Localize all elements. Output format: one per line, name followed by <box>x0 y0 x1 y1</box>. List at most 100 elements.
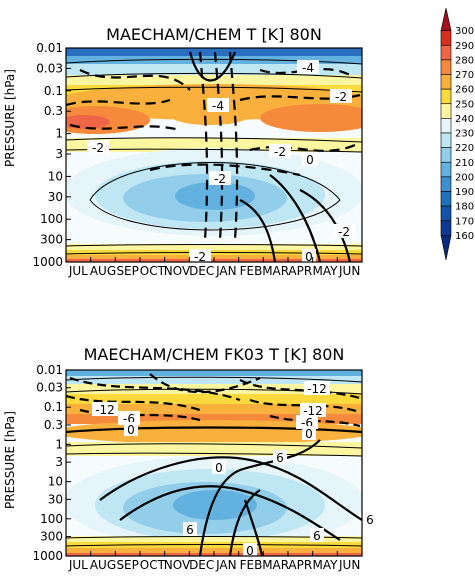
panel-top-y-tick-label: 100 <box>40 212 63 226</box>
colorbar-swatch <box>440 161 452 178</box>
panel-bottom-title: MAECHAM/CHEM FK03 T [K] 80N <box>84 345 345 364</box>
panel-top-x-tick-label: JUL <box>68 264 88 278</box>
colorbar-swatch <box>440 176 452 192</box>
panel-bottom-contour-label-4: -6 <box>123 412 135 426</box>
colorbar-swatch <box>440 7 452 31</box>
panel-bottom: MAECHAM/CHEM FK03 T [K] 80N <box>3 345 377 572</box>
panel-top-field <box>66 48 362 262</box>
panel-bottom-y-tick-label: 100 <box>40 512 63 526</box>
panel-top: MAECHAM/CHEM T [K] 80N <box>3 25 363 278</box>
panel-top-y-tick-label: 1000 <box>32 255 63 269</box>
panel-bottom-x-tick-label: APR <box>288 558 312 572</box>
panel-bottom-x-tick-label: JUL <box>68 558 88 572</box>
colorbar-label: 180 <box>455 202 474 213</box>
panel-top-y-tick-label: 30 <box>48 190 63 204</box>
panel-top-contour-label-5: -2 <box>274 145 286 159</box>
colorbar-swatch <box>440 59 452 75</box>
panel-top-x-tick-label: DEC <box>189 264 214 278</box>
panel-top-ylabel: PRESSURE [hPa] <box>3 69 17 167</box>
panel-bottom-x-tick-label: FEB <box>240 558 263 572</box>
panel-top-y-tick-label: 0.3 <box>44 104 63 118</box>
panel-top-contour-label-1: -4 <box>302 61 314 75</box>
colorbar-swatch <box>440 132 452 148</box>
panel-top-contour-label-8: -2 <box>338 225 350 239</box>
panel-bottom-x-tick-label: JUN <box>338 558 360 572</box>
colorbar-label: 250 <box>455 99 474 110</box>
panel-bottom-contour-label-5: -6 <box>301 416 313 430</box>
colorbar-swatch <box>440 220 452 236</box>
panel-bottom-x-tick-label: JAN <box>215 558 237 572</box>
panel-top-x-tick-label: AUG <box>90 264 116 278</box>
panel-top-y-tick-label: 0.1 <box>44 84 63 98</box>
colorbar-swatch <box>440 88 452 105</box>
panel-top-contour-label-10: 0 <box>305 250 313 264</box>
panel-top-x-tick-label: FEB <box>240 264 263 278</box>
panel-bottom-y-tick-label: 1 <box>55 437 63 451</box>
panel-bottom-x-tick-label: OCT <box>140 558 166 572</box>
colorbar-label: 270 <box>455 70 474 81</box>
colorbar-swatch <box>440 103 452 119</box>
panel-top-x-tick-label: SEP <box>116 264 138 278</box>
colorbar-label: 170 <box>455 216 474 227</box>
panel-top-y-tick-label: 0.01 <box>36 41 63 55</box>
panel-bottom-y-tick-label: 1000 <box>32 549 63 563</box>
panel-bottom-contour-label-10: 6 <box>366 513 374 527</box>
colorbar-label: 240 <box>455 114 474 125</box>
panel-top-x-tick-label: JUN <box>338 264 360 278</box>
panel-bottom-x-tick-label: SEP <box>116 558 138 572</box>
panel-bottom-contour-label-3: -12 <box>303 404 323 418</box>
colorbar-label: 230 <box>455 129 474 140</box>
panel-bottom-ylabel: PRESSURE [hPa] <box>3 411 17 509</box>
colorbar-label: 210 <box>455 158 474 169</box>
colorbar-label: 160 <box>455 231 474 242</box>
panel-bottom-contour-label-1: -12 <box>307 382 327 396</box>
panel-top-contour-label-9: -2 <box>194 250 206 264</box>
panel-bottom-contour-label-6: 0 <box>127 423 135 437</box>
panel-bottom-y-tick-label: 30 <box>48 492 63 506</box>
panel-bottom-x-tick-label: NOV <box>164 558 191 572</box>
panel-top-contour-label-3: -2 <box>335 90 347 104</box>
colorbar-label: 280 <box>455 55 474 66</box>
panel-bottom-contour-label-13: 0 <box>246 544 254 558</box>
panel-bottom-contour-label-2: -12 <box>95 403 115 417</box>
colorbar-swatch <box>440 118 452 134</box>
panel-top-x-tick-label: MAY <box>313 264 339 278</box>
panel-bottom-contour-label-12: 6 <box>313 529 321 543</box>
panel-top-contour-label-6: 0 <box>306 153 314 167</box>
panel-bottom-y-tick-label: 0.03 <box>36 381 63 395</box>
panel-top-y-tick-label: 300 <box>40 233 63 247</box>
panel-bottom-y-ticks: 0.01 0.03 0.1 0.3 1 3 10 30 100 300 1000 <box>32 363 71 563</box>
colorbar-swatch <box>440 235 452 261</box>
colorbar-label: 190 <box>455 187 474 198</box>
panel-bottom-y-tick-label: 0.01 <box>36 363 63 377</box>
panel-bottom-contour-label-8: 6 <box>276 451 284 465</box>
colorbar-label: 290 <box>455 41 474 52</box>
colorbar-swatch <box>440 191 452 207</box>
panel-top-x-tick-label: APR <box>288 264 312 278</box>
panel-bottom-y-tick-label: 0.3 <box>44 418 63 432</box>
panel-top-y-tick-label: 3 <box>55 147 63 161</box>
colorbar-swatch <box>440 30 452 46</box>
colorbar-label: 220 <box>455 143 474 154</box>
panel-bottom-contour-label-11: 6 <box>186 523 194 537</box>
panel-top-contour-label-2: -4 <box>212 99 224 113</box>
panel-bottom-y-tick-label: 3 <box>55 455 63 469</box>
colorbar: 300 290 280 270 260 250 240 230 220 210 200 190 180 1… <box>440 7 474 261</box>
panel-top-y-tick-label: 0.03 <box>36 61 63 75</box>
panel-bottom-x-tick-label: MAY <box>313 558 339 572</box>
panel-top-contour-label-4: -2 <box>92 141 104 155</box>
panel-top-title: MAECHAM/CHEM T [K] 80N <box>106 25 322 44</box>
panel-bottom-contour-label-7: 0 <box>305 427 313 441</box>
panel-bottom-x-tick-label: MAR <box>262 558 289 572</box>
panel-bottom-contour-label-9: 0 <box>215 461 223 475</box>
panel-bottom-x-tick-label: DEC <box>189 558 214 572</box>
panel-top-y-tick-label: 1 <box>55 127 63 141</box>
panel-top-x-tick-label: OCT <box>140 264 166 278</box>
colorbar-swatch <box>440 147 452 163</box>
panel-bottom-x-tick-label: AUG <box>90 558 116 572</box>
panel-top-y-tick-label: 10 <box>48 169 63 183</box>
panel-top-x-tick-label: MAR <box>262 264 289 278</box>
colorbar-swatch <box>440 205 452 222</box>
colorbar-label: 260 <box>455 85 474 96</box>
